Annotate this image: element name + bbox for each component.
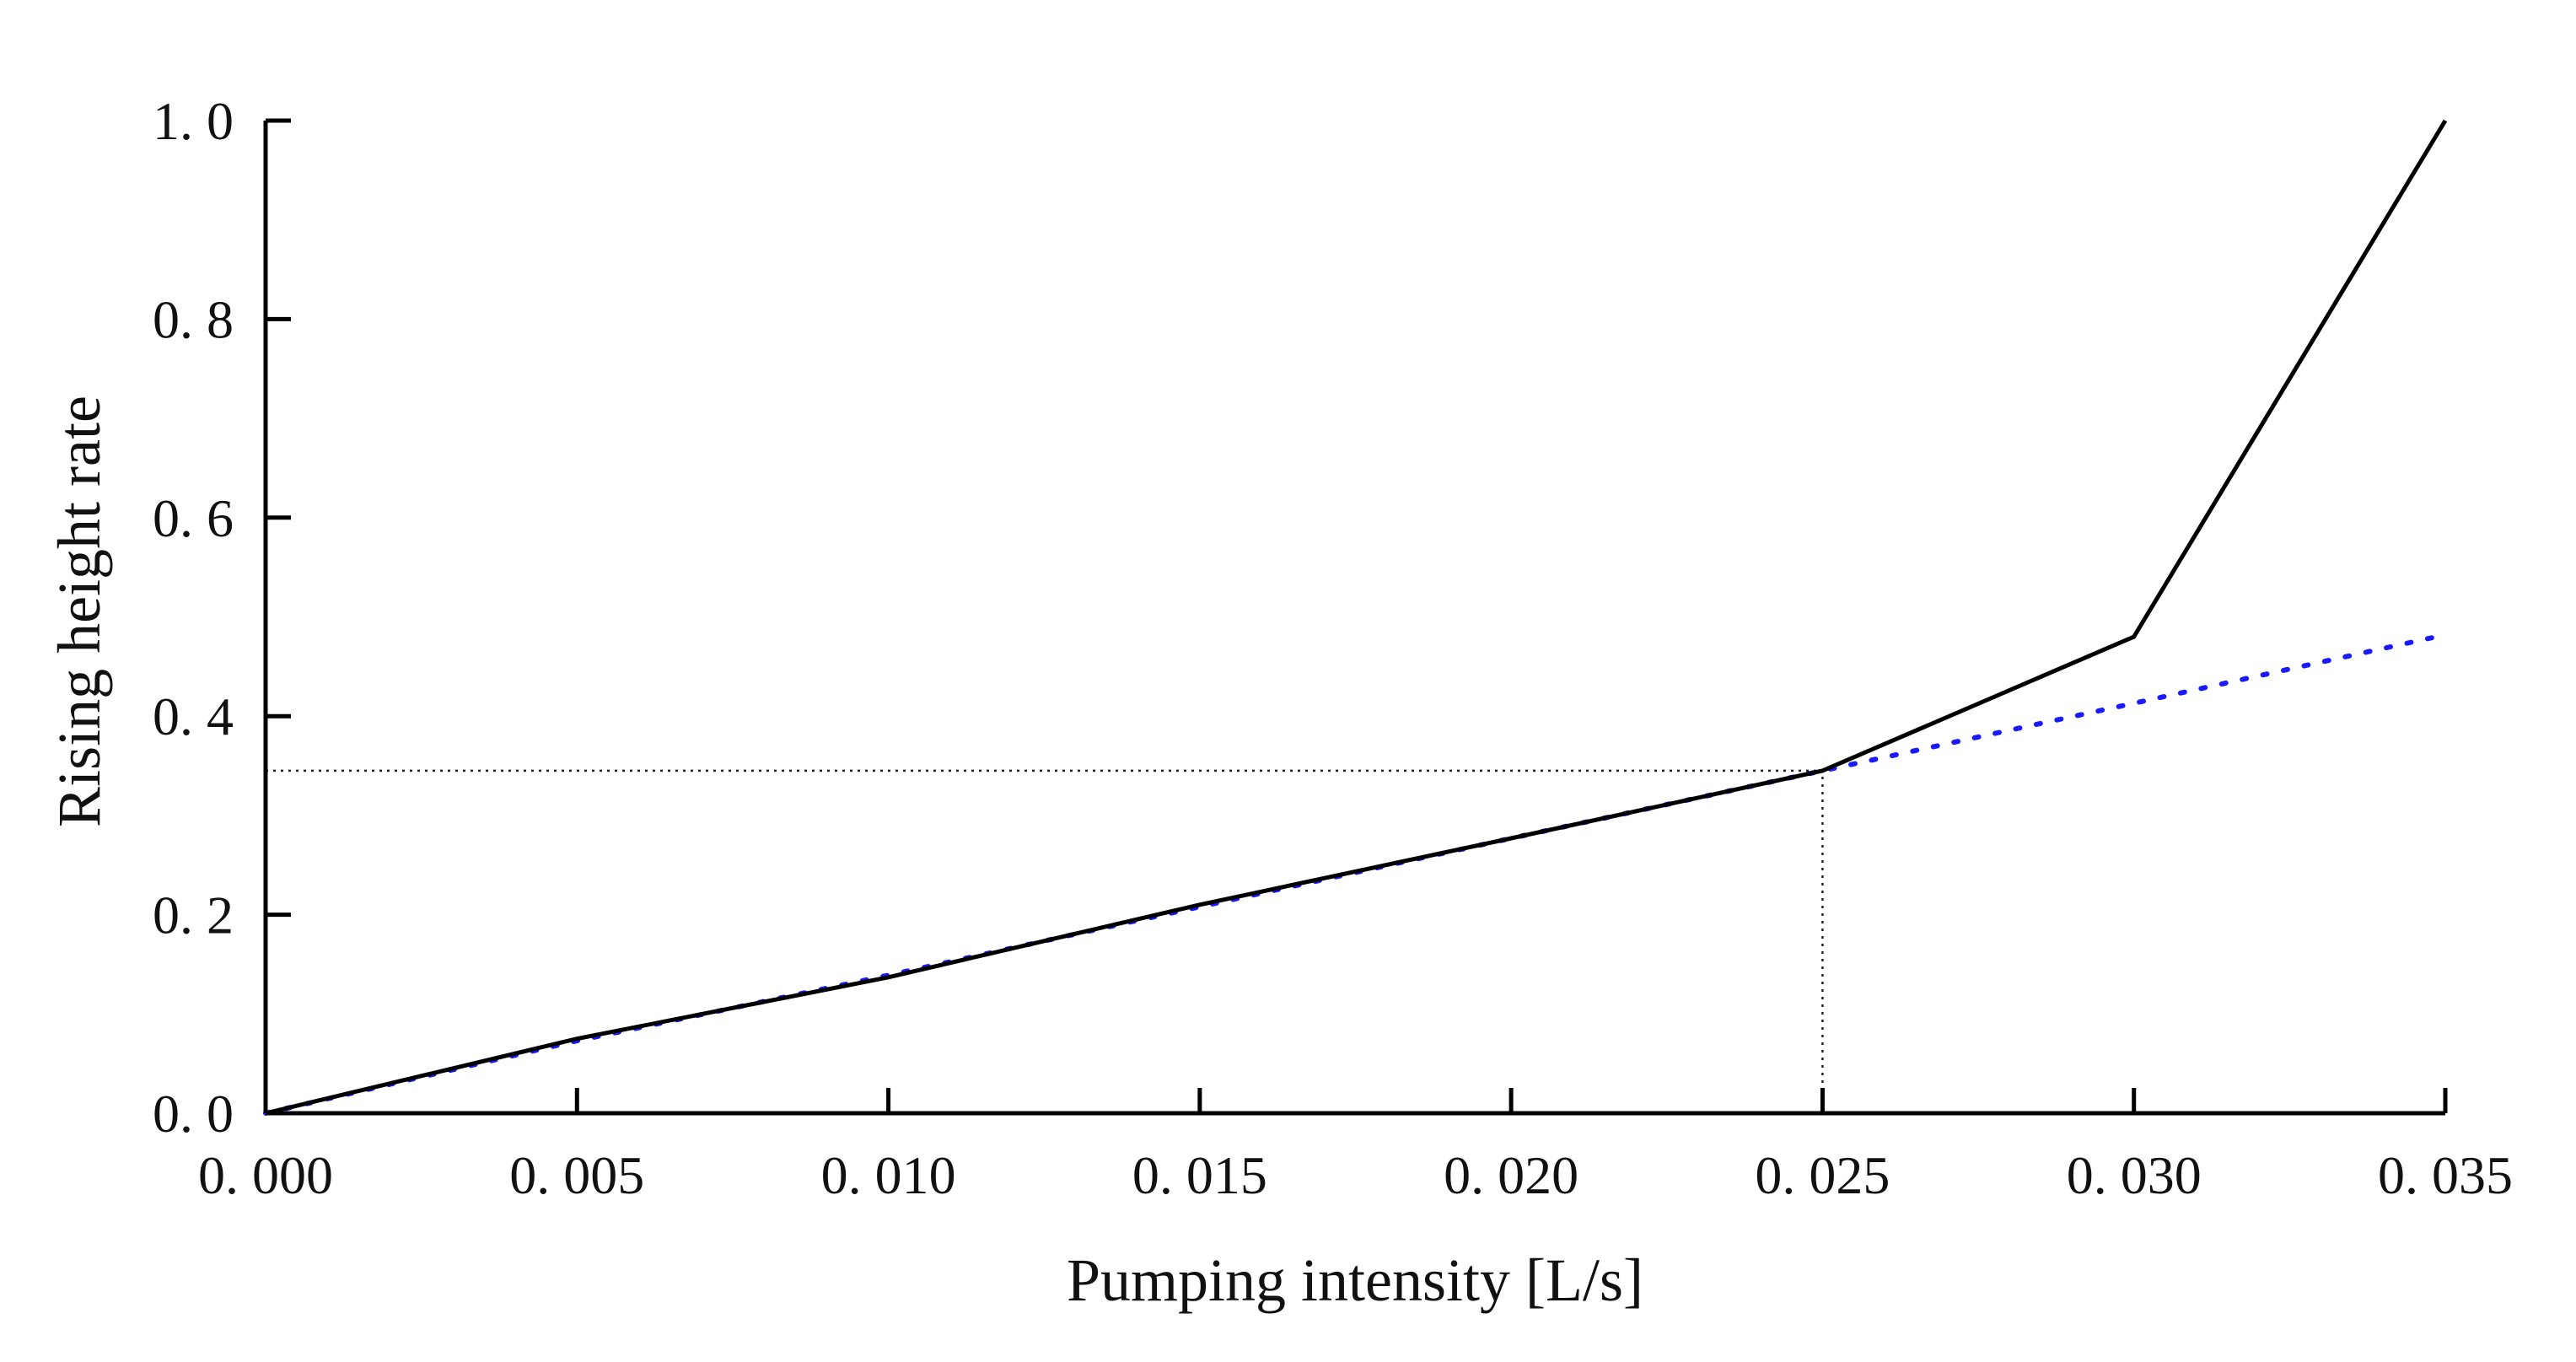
x-tick-label: 0. 030 — [2067, 1145, 2202, 1205]
series-lines — [263, 119, 2448, 1116]
y-tick-label: 0. 8 — [153, 289, 234, 349]
y-axis-title: Rising height rate — [46, 396, 113, 827]
series-line-linear-trend — [263, 632, 2448, 1116]
x-tick-label: 0. 005 — [509, 1145, 644, 1205]
y-tick-label: 0. 4 — [153, 686, 234, 746]
x-tick-label: 0. 020 — [1444, 1145, 1578, 1205]
y-tick-label: 0. 2 — [153, 886, 234, 945]
x-tick-label: 0. 000 — [198, 1145, 333, 1205]
axes — [263, 121, 2445, 1116]
x-tick-label: 0. 025 — [1755, 1145, 1890, 1205]
x-axis-title: Pumping intensity [L/s] — [1067, 1246, 1643, 1314]
y-tick-label: 0. 6 — [153, 488, 234, 548]
reference-lines — [266, 769, 1824, 1113]
x-tick-label: 0. 015 — [1132, 1145, 1267, 1205]
y-tick-label: 0. 0 — [153, 1084, 234, 1144]
ticks: 0. 000 0. 005 0. 010 0. 015 0. 020 0. 025 0. 0… — [153, 91, 2513, 1205]
series-line-measured — [265, 119, 2448, 1116]
x-tick-label: 0. 035 — [2378, 1145, 2513, 1205]
x-tick-label: 0. 010 — [821, 1145, 956, 1205]
y-tick-label: 1. 0 — [153, 91, 234, 151]
